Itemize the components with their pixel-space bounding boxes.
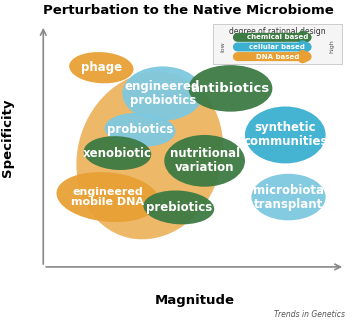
Text: Magnitude: Magnitude [155,294,235,307]
Text: engineered
probiotics: engineered probiotics [125,80,200,107]
Text: synthetic
communities: synthetic communities [243,121,327,148]
Text: xenobiotic: xenobiotic [83,147,152,160]
Text: engineered
mobile DNA: engineered mobile DNA [71,187,144,207]
Ellipse shape [69,52,133,83]
Text: nutritional
variation: nutritional variation [170,147,240,174]
Text: microbiota
transplant: microbiota transplant [253,184,324,211]
Ellipse shape [251,174,326,220]
Text: probiotics: probiotics [107,123,173,136]
Ellipse shape [188,65,272,112]
Ellipse shape [84,136,151,170]
Ellipse shape [143,191,214,224]
Text: antibiotics: antibiotics [191,82,270,95]
Text: phage: phage [81,61,122,74]
Ellipse shape [57,172,159,222]
Text: prebiotics: prebiotics [146,201,212,214]
Ellipse shape [122,66,203,121]
Ellipse shape [105,113,176,147]
Ellipse shape [245,107,326,164]
Text: Specificity: Specificity [1,98,14,177]
Ellipse shape [164,135,245,187]
Ellipse shape [76,72,223,239]
Title: Perturbation to the Native Microbiome: Perturbation to the Native Microbiome [43,4,334,17]
Text: Trends in Genetics: Trends in Genetics [274,310,345,319]
